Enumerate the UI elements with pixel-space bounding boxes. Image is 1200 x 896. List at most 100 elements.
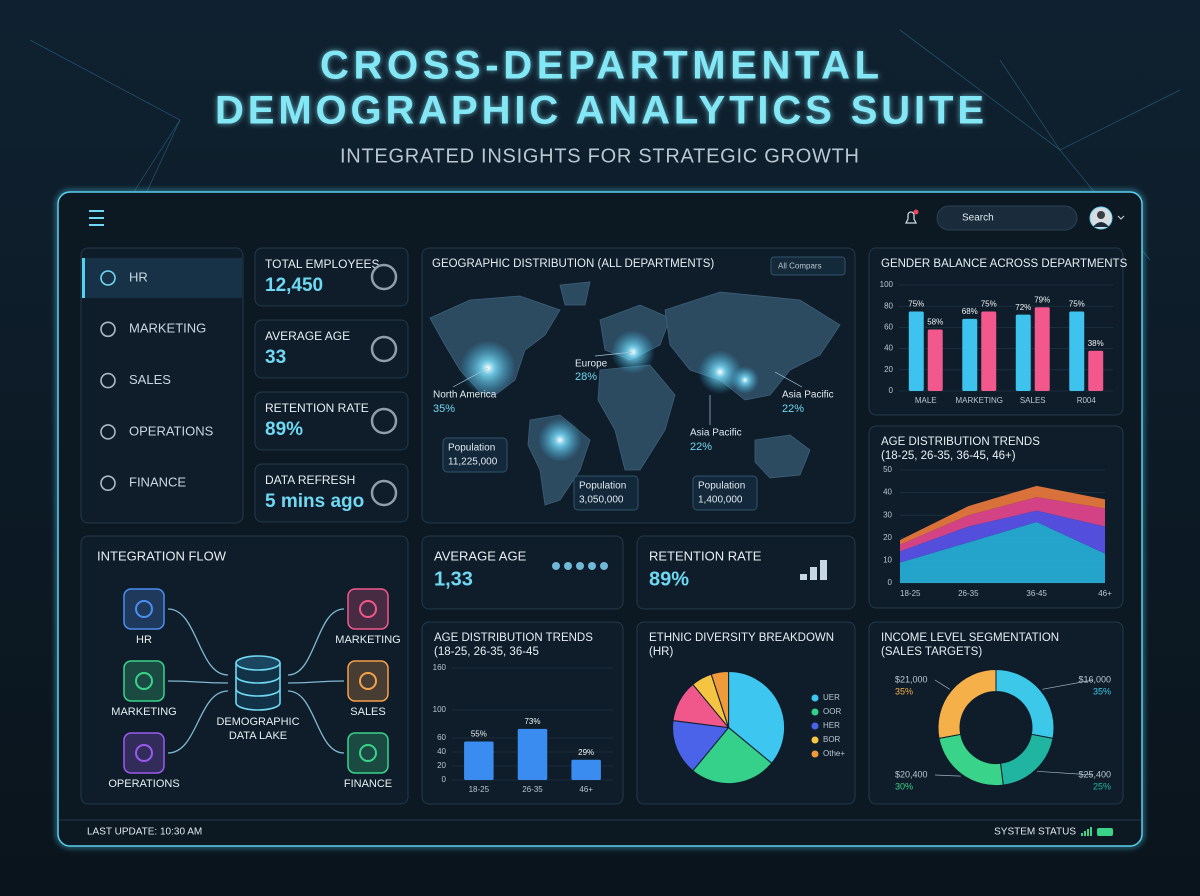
data-label: 35% [895,686,913,696]
population-box [692,475,758,511]
population-box [573,475,639,511]
data-label: 35% [1093,686,1111,696]
kpi-label: RETENTION RATE [265,401,369,415]
bar [908,311,924,391]
y-tick-label: 40 [883,488,892,497]
chart-subtitle: (HR) [649,646,673,658]
slice [937,669,997,740]
data-label: 38% [1088,339,1104,348]
data-label: 73% [524,717,540,726]
subtitle: INTEGRATED INSIGHTS FOR STRATEGIC GROWTH [340,145,860,167]
data-lake-cylinder [235,663,281,711]
nav-item[interactable]: FINANCE [100,475,186,492]
data-lake-cylinder [235,675,281,684]
signal-bar [1081,833,1083,836]
nav-icon [100,475,116,492]
flow-node [123,660,165,702]
x-tick-label: 18-25 [900,589,921,598]
flow-arrow [287,690,345,754]
region-name: Asia Pacific [690,428,742,439]
nav-item[interactable]: MARKETING [100,321,206,338]
data-label: 58% [927,318,943,327]
nav-item[interactable]: OPERATIONS [100,423,214,440]
flow-node-label: MARKETING [335,634,400,646]
y-tick-label: 10 [883,556,892,565]
panel [80,247,244,524]
panel [254,319,409,379]
nav-active [82,258,242,298]
nav-item[interactable]: HR [100,269,148,286]
y-tick-label: 80 [884,301,893,310]
map-title: GEOGRAPHIC DISTRIBUTION (ALL DEPARTMENTS… [432,258,714,270]
kpi-icon [370,407,398,435]
bar [1088,350,1104,391]
flow-arrow [167,680,229,684]
menu-button[interactable] [89,210,104,226]
data-label: 55% [471,730,487,739]
bar [1069,311,1085,391]
legend-label: HER [823,721,840,730]
hub-label: DEMOGRAPHIC [216,716,299,728]
chart-subtitle: (18-25, 26-35, 36-45, 46+) [881,450,1016,462]
flow-node [347,660,389,702]
bell-badge [913,209,919,215]
growth-icon-bar [810,567,817,580]
flow-node-label: HR [136,634,152,646]
title-glow: DEMOGRAPHIC ANALYTICS SUITE [215,89,985,133]
signal-bar [1084,831,1086,836]
region-share: 28% [575,371,597,383]
data-label: 72% [1015,303,1031,312]
data-label: 75% [1069,300,1085,309]
kpi-icon [370,263,398,291]
flow-node-icon [359,600,377,618]
leader-line [774,371,803,388]
kpi-label: DATA REFRESH [265,473,355,487]
network-line [29,39,181,121]
kpi-label: TOTAL EMPLOYEES [265,257,379,271]
flow-node [347,588,389,630]
slice-label: $21,000 [895,674,928,684]
flow-arrow [287,680,345,684]
y-tick-label: 40 [437,747,446,756]
flow-node [123,588,165,630]
region-share: 35% [433,403,455,415]
leader-line [934,774,961,777]
y-tick-label: 100 [433,705,447,714]
bar [517,728,548,780]
network-line [999,59,1061,151]
population-value: 3,050,000 [579,495,624,506]
notification-bell[interactable] [904,209,919,224]
legend-swatch [811,694,819,702]
legend-label: BOR [823,735,841,744]
bar [981,311,997,391]
legend-swatch [811,708,819,716]
leader-line [1042,679,1094,690]
kpi-value: 5 mins ago [265,491,364,512]
user-avatar[interactable] [1089,206,1125,230]
population-label: Population [698,481,745,492]
kpi-value: 1,33 [434,568,473,590]
chart-title: AGE DISTRIBUTION TRENDS [434,632,593,644]
flow-node [347,732,389,774]
region-name: Asia Pacific [782,390,834,401]
y-tick-label: 0 [888,578,893,587]
y-tick-label: 30 [883,510,892,519]
slice-label: $25,400 [1078,769,1111,779]
slice [692,726,773,785]
legend-label: OOR [823,707,841,716]
chevron [1117,215,1125,220]
y-tick-label: 20 [437,761,446,770]
growth-icon-bar [820,560,827,580]
chart-title: AGE DISTRIBUTION TRENDS [881,436,1040,448]
area [900,485,1105,545]
flow-node-label: FINANCE [344,778,392,790]
flow-node-icon [135,600,153,618]
leader-line [1037,770,1094,776]
kpi-label: AVERAGE AGE [265,329,350,343]
population-value: 11,225,000 [448,457,498,468]
nav-item[interactable]: SALES [100,372,171,389]
legend-label: Othe+ [823,749,845,758]
dropdown-box [770,256,846,276]
panel [636,535,856,610]
